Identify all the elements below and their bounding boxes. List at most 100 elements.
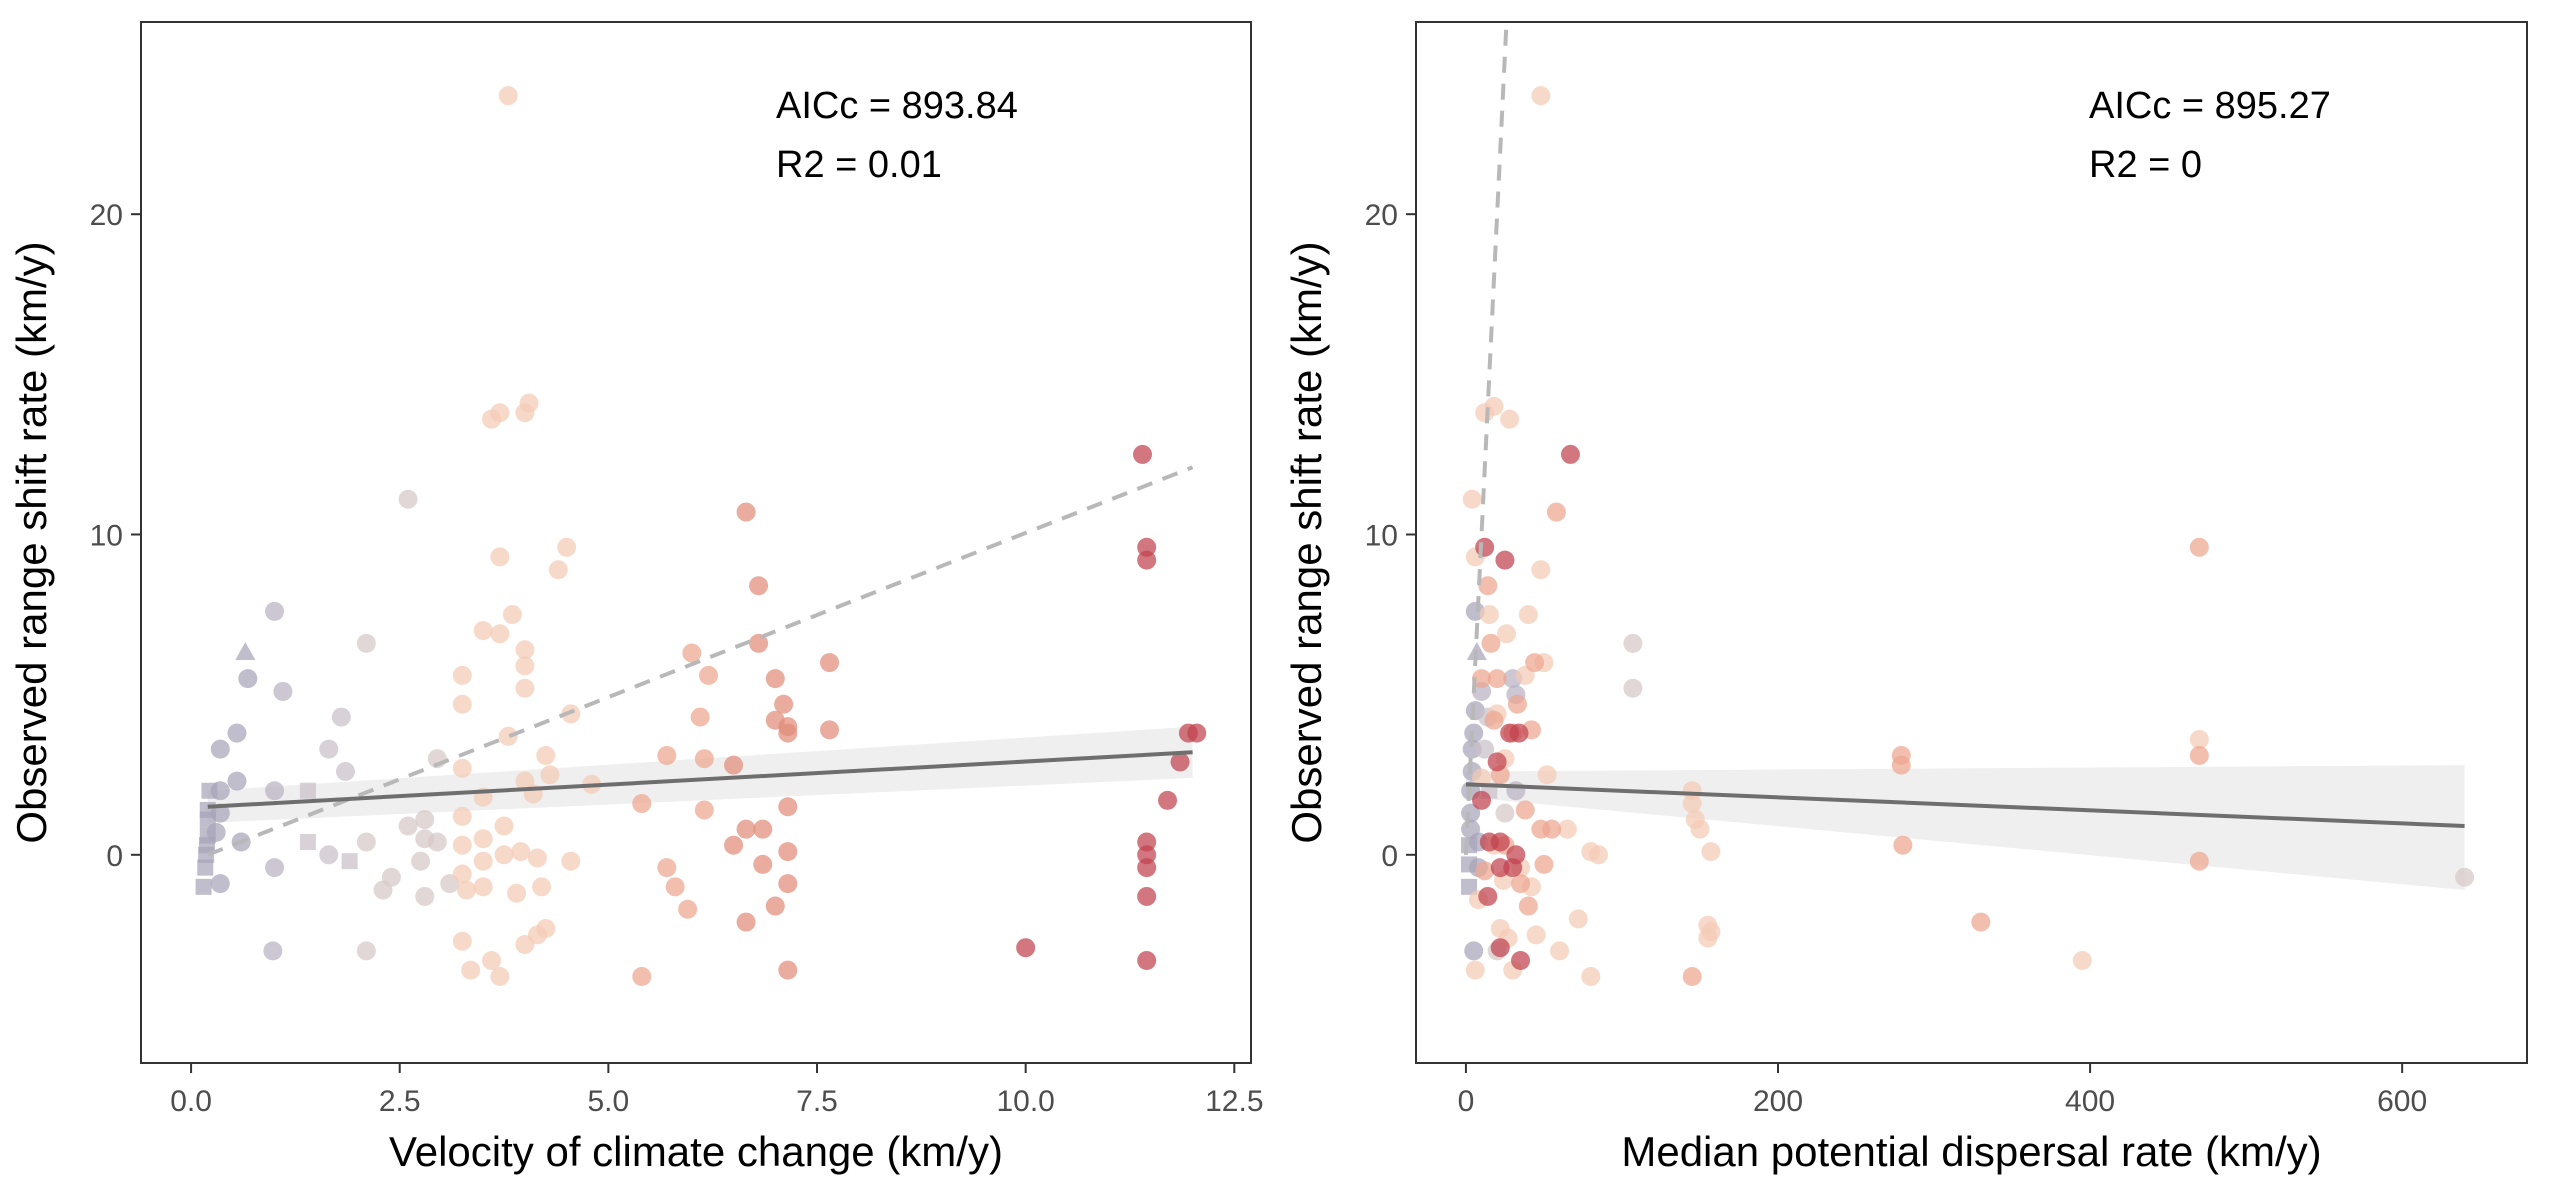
left-data-point (774, 694, 794, 714)
left-data-point (540, 765, 560, 785)
right-reference-line (1463, 22, 1509, 855)
left-data-point (749, 576, 769, 596)
left-x-tick-label: 0.0 (170, 1085, 212, 1118)
left-data-point (398, 489, 418, 509)
right-data-point (1509, 723, 1529, 743)
right-data-point (1484, 710, 1504, 730)
left-data-point (749, 633, 769, 653)
right-x-axis-title: Median potential dispersal rate (km/y) (1621, 1128, 2321, 1175)
left-data-point (197, 859, 214, 876)
right-data-point (1472, 768, 1492, 788)
left-data-point (690, 707, 710, 727)
left-data-point (632, 967, 652, 987)
right-aicc-annotation: AICc = 895.27 (2089, 85, 2331, 127)
right-data-point (1475, 861, 1495, 881)
right-data-point (1568, 909, 1588, 929)
left-data-point (265, 781, 285, 801)
right-data-point (1500, 409, 1520, 429)
left-data-point (778, 874, 798, 894)
right-data-point (1497, 624, 1517, 644)
left-plot-frame (140, 21, 1252, 1064)
left-data-point (494, 845, 514, 865)
right-data-point (1682, 967, 1702, 987)
left-data-point (736, 502, 756, 522)
left-data-point (452, 806, 472, 826)
right-data-point (1893, 835, 1913, 855)
right-data-point (2072, 951, 2092, 971)
left-data-point (694, 800, 714, 820)
left-data-point (482, 951, 502, 971)
left-data-point (195, 878, 212, 895)
right-y-tick-label: 10 (1365, 519, 1398, 552)
left-data-point (536, 746, 556, 766)
left-data-point (381, 867, 401, 887)
left-data-point (452, 864, 472, 884)
left-data-point (632, 794, 652, 814)
right-x-tick-label: 400 (2065, 1085, 2115, 1118)
right-panel: 0 200 400 600 0 10 20 AICc = 895.27 R2 = 0 Med… (1283, 21, 2528, 1175)
right-fit-line (1465, 782, 2465, 828)
left-fit-line (207, 750, 1193, 809)
left-data-point (238, 669, 258, 689)
left-data-point (473, 621, 493, 641)
left-data-point (263, 941, 283, 961)
left-data-point (452, 694, 472, 714)
right-data-point (1462, 489, 1482, 509)
left-data-point (699, 665, 719, 685)
right-data-point (1546, 502, 1566, 522)
left-data-point (548, 560, 568, 580)
right-data-point (1487, 669, 1507, 689)
left-data-point (778, 797, 798, 817)
left-data-point (452, 758, 472, 778)
left-data-point (427, 832, 447, 852)
right-data-point (1560, 444, 1580, 464)
right-data-point (1518, 896, 1538, 916)
left-data-point (235, 642, 256, 661)
right-x-tick-label: 600 (2377, 1085, 2427, 1118)
left-data-point (356, 633, 376, 653)
right-data-point (1506, 781, 1526, 801)
right-y-tick-label: 20 (1365, 199, 1398, 232)
left-data-point (778, 723, 798, 743)
left-data-point (473, 877, 493, 897)
left-data-point (1187, 723, 1207, 743)
left-x-tick-label: 2.5 (379, 1085, 421, 1118)
right-data-point (1623, 633, 1643, 653)
right-data-point (1495, 550, 1515, 570)
right-data-point (1506, 845, 1526, 865)
right-data-point (1478, 886, 1498, 906)
left-data-point (299, 782, 316, 799)
left-data-point (657, 746, 677, 766)
left-data-point (665, 877, 685, 897)
right-data-point (1461, 878, 1478, 895)
left-data-point (736, 912, 756, 932)
left-data-point (411, 851, 431, 871)
left-data-point (356, 832, 376, 852)
left-data-point (507, 883, 527, 903)
left-data-point (341, 853, 358, 870)
left-data-point (415, 810, 435, 830)
right-data-point (1511, 874, 1531, 894)
right-y-tick-label: 0 (1381, 840, 1398, 873)
right-data-point (1481, 633, 1501, 653)
right-data-point (1701, 842, 1721, 862)
right-data-point (1495, 803, 1515, 823)
left-data-point (765, 669, 785, 689)
left-data-point (724, 755, 744, 775)
right-data-point (1525, 653, 1545, 673)
right-data-point (1515, 800, 1535, 820)
right-data-point (1537, 765, 1557, 785)
left-data-point (753, 854, 773, 874)
left-data-point (319, 739, 339, 759)
left-data-point (490, 967, 510, 987)
left-y-tick-label: 20 (90, 199, 123, 232)
right-data-point (1891, 755, 1911, 775)
left-data-point (206, 822, 226, 842)
left-data-point (765, 896, 785, 916)
right-data-point (1526, 925, 1546, 945)
left-data-point (1137, 951, 1157, 971)
left-data-point (527, 848, 547, 868)
left-confidence-band (207, 726, 1193, 823)
left-data-point (265, 601, 285, 621)
right-data-point (2189, 746, 2209, 766)
